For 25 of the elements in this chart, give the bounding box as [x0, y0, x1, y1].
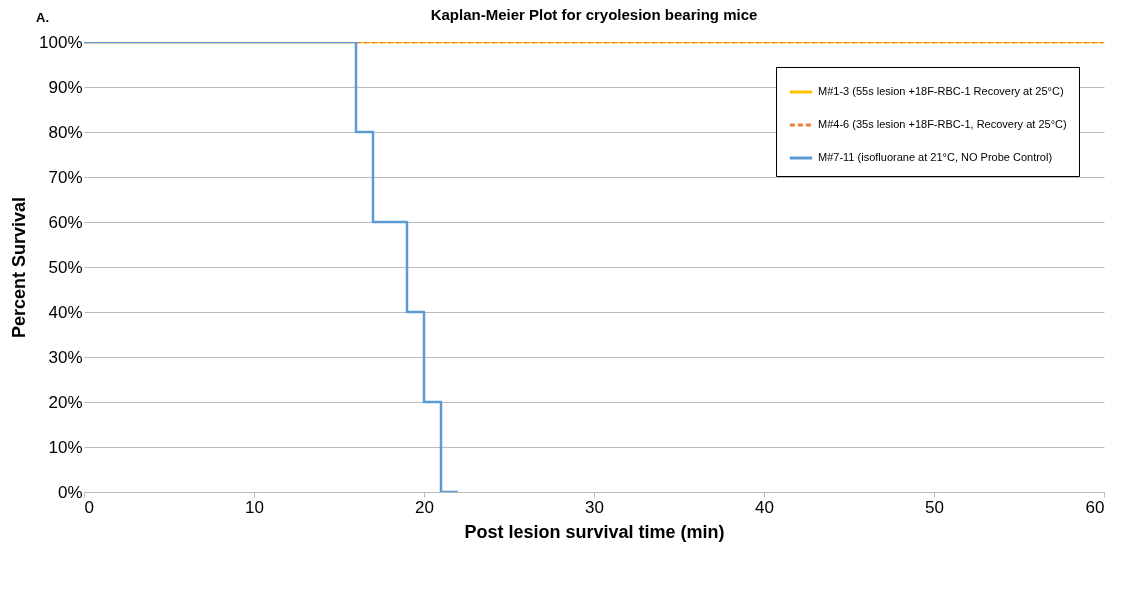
x-tick-label: 10 — [245, 497, 264, 517]
x-tick-label: 60 — [1085, 497, 1105, 517]
y-tick-label: 90% — [48, 77, 83, 97]
y-tick-label: 30% — [48, 347, 83, 367]
x-tick-label: 0 — [84, 497, 94, 517]
y-tick-label: 50% — [48, 257, 83, 277]
x-tick-label: 50 — [925, 497, 944, 517]
y-tick-label: 20% — [48, 392, 83, 412]
chart-title: Kaplan-Meier Plot for cryolesion bearing mice — [430, 6, 758, 23]
y-tick-label: 40% — [48, 302, 83, 322]
text: A. — [36, 10, 49, 25]
x-axis-title: Post lesion survival time (min) — [464, 521, 725, 542]
y-tick-label: 80% — [48, 122, 83, 142]
y-tick-label: 10% — [48, 437, 83, 457]
x-tick-label: 40 — [755, 497, 774, 517]
legend-label: M#4-6 (35s lesion +18F-RBC-1, Recovery at 25°C) — [818, 118, 1067, 130]
x-tick-label: 20 — [415, 497, 434, 517]
y-tick-label: 100% — [39, 32, 83, 52]
y-tick-label: 0% — [57, 482, 83, 502]
x-tick-label: 30 — [585, 497, 604, 517]
y-tick-label: 60% — [48, 212, 83, 232]
y-axis-title: Percent Survival — [9, 196, 30, 339]
legend-label: M#7-11 (isofluorane at 21°C, NO Probe Control) — [818, 151, 1053, 163]
legend-label: M#1-3 (55s lesion +18F-RBC-1 Recovery at 25°C) — [818, 85, 1064, 97]
y-tick-label: 70% — [48, 167, 83, 187]
